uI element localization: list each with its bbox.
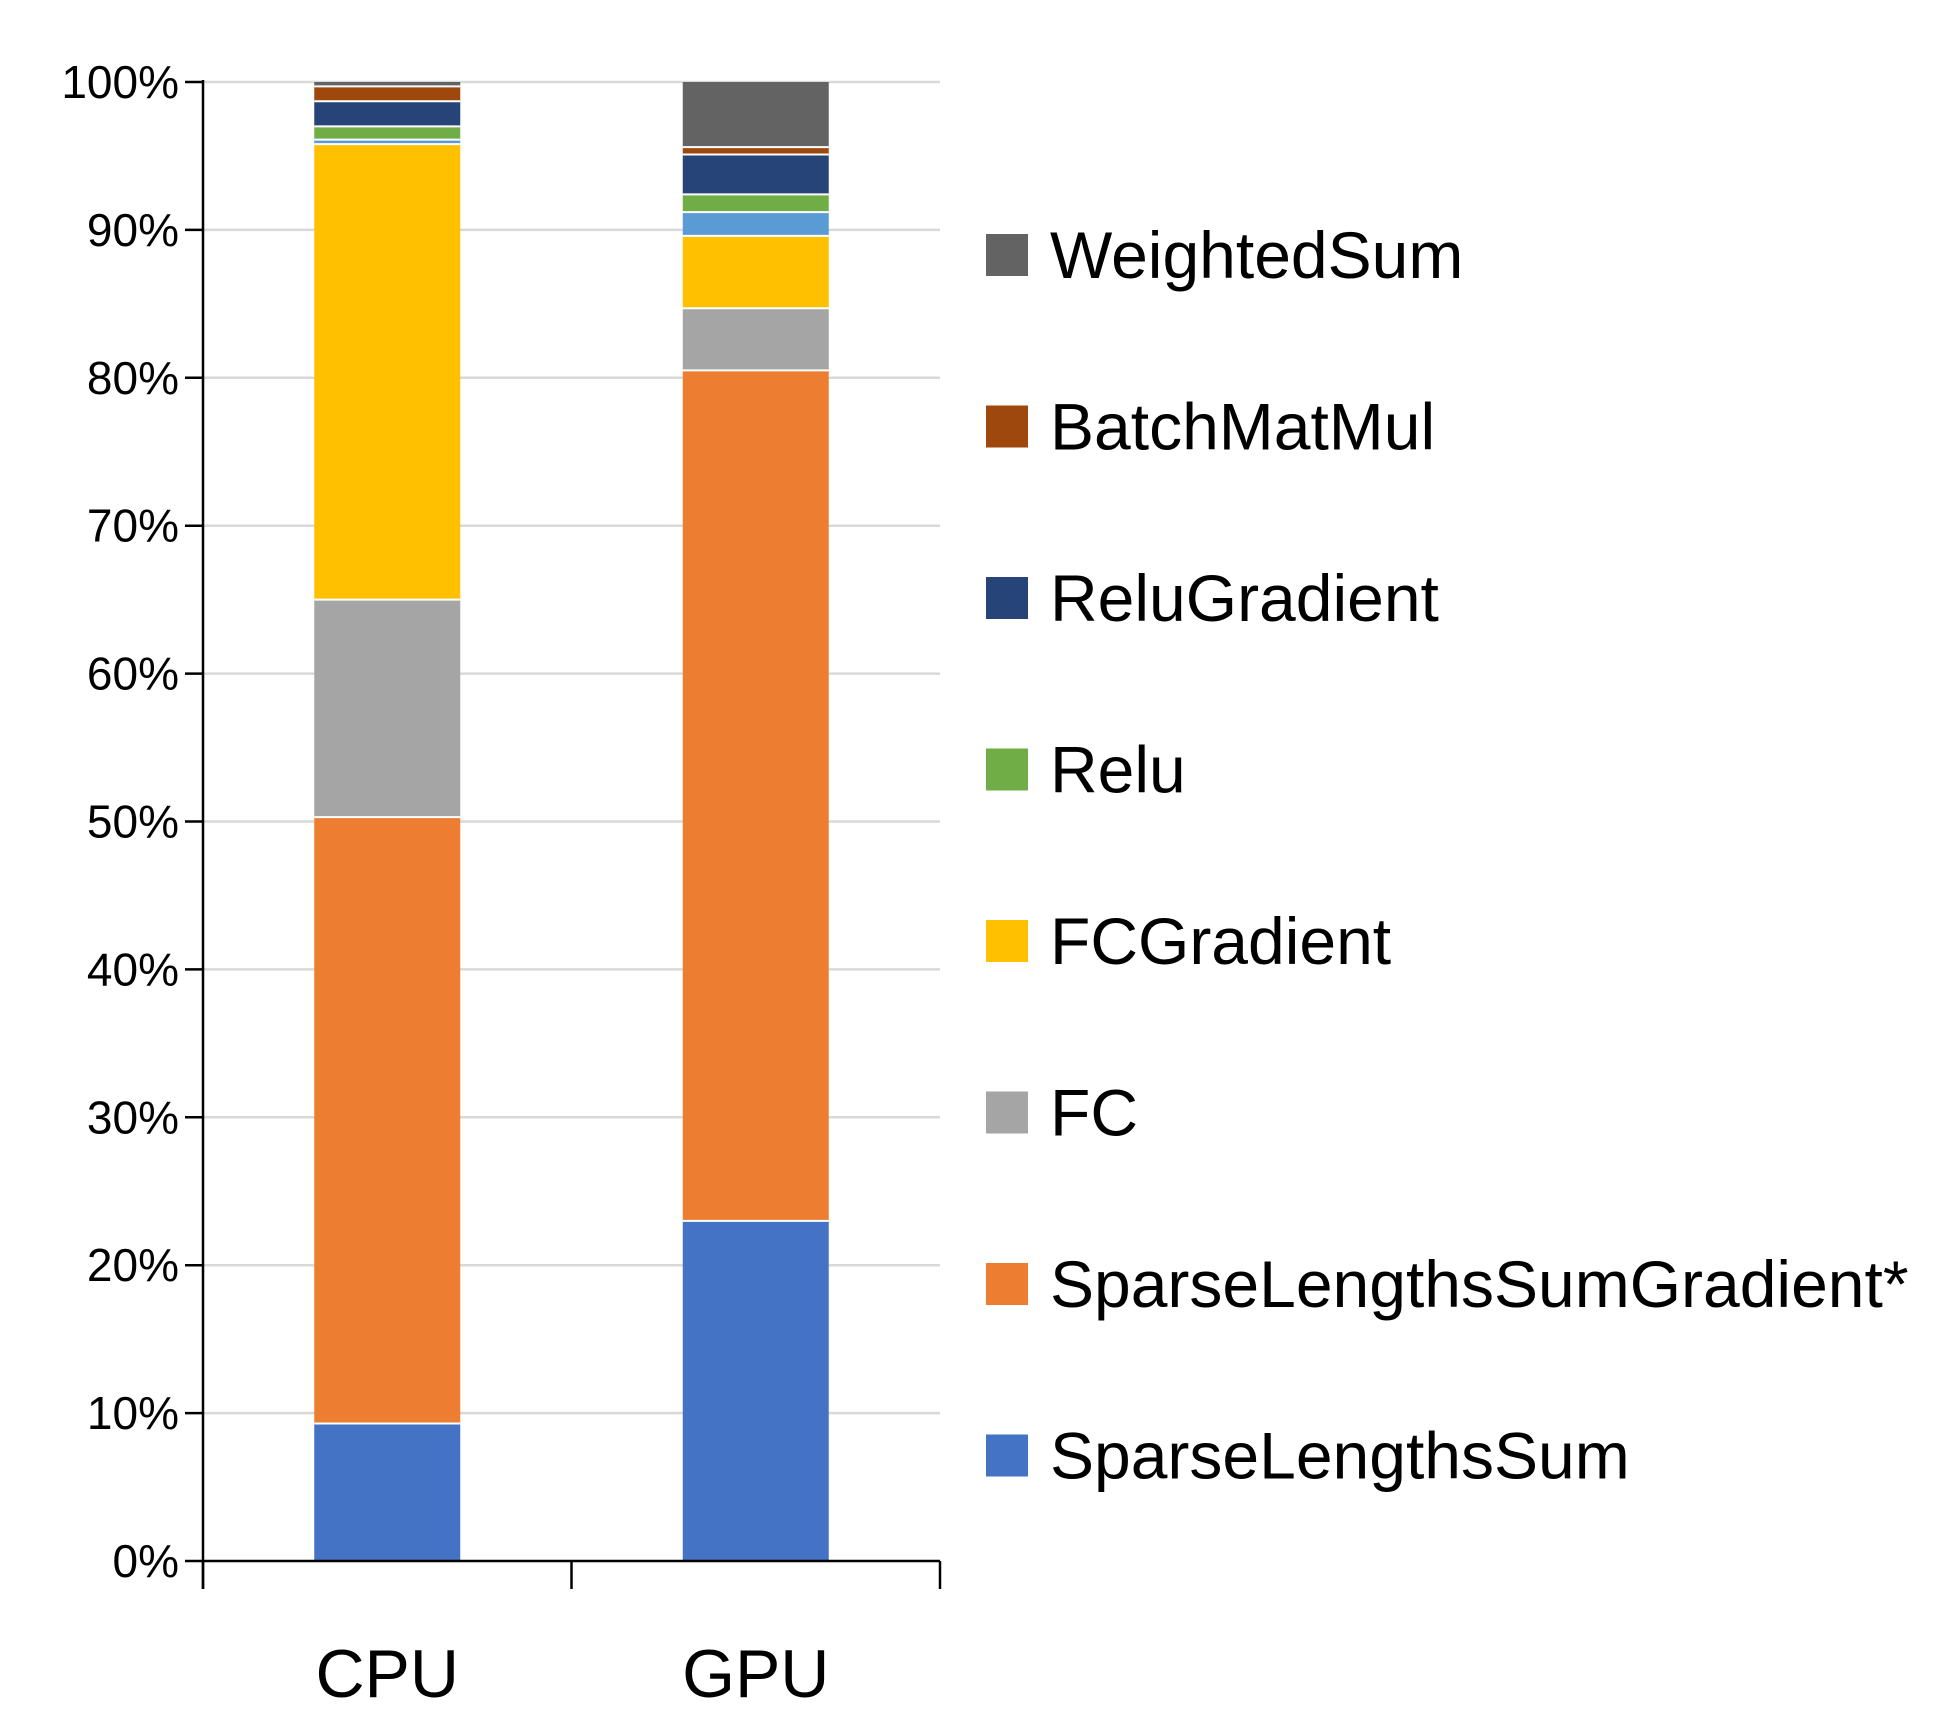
legend-swatch-sparselengthssumgradient [986,1263,1028,1305]
bar-segment-cpu-sparselengthssumgradient [314,817,461,1424]
bar-segment-gpu-weightedsum [682,82,829,148]
legend-swatch-sparselengthssum [986,1434,1028,1477]
bar-segment-cpu-unlabeled [314,139,461,145]
legend-label-fc: FC [1050,1076,1138,1150]
legend-label-sparselengthssumgradient: SparseLengthsSumGradient* [1050,1247,1909,1321]
legend-label-weightedsum: WeightedSum [1050,218,1463,292]
legend-swatch-relu [986,748,1028,791]
bar-segment-gpu-unlabeled [682,212,829,236]
y-tick-label: 40% [87,943,179,995]
y-tick-label: 30% [87,1091,179,1143]
bar-segment-gpu-fc [682,308,829,371]
y-tick-label: 70% [87,500,179,552]
y-tick-label: 50% [87,796,179,848]
y-tick-label: 10% [87,1387,179,1439]
y-tick-label: 100% [61,56,179,108]
y-tick-label: 20% [87,1239,179,1291]
bar-segment-gpu-sparselengthssumgradient [682,370,829,1221]
y-tick-labels: 0% 10% 20% 30% 40% 50% 60% 70% 80% 90% 100% [61,56,179,1587]
gridlines [203,80,940,1415]
legend: WeightedSum BatchMatMul ReluGradient Relu FC… [986,218,1909,1493]
bar-segment-cpu-fc [314,599,461,818]
y-tick-label: 0% [113,1535,179,1587]
bar-segment-gpu-relugradient [682,154,829,195]
legend-label-batchmatmul: BatchMatMul [1050,390,1435,464]
legend-swatch-relugradient [986,577,1028,619]
bar-segment-gpu-sparselengthssum [682,1220,829,1561]
bar-segment-gpu-batchmatmul [682,147,829,155]
bar-segment-cpu-weightedsum [314,82,461,87]
legend-swatch-batchmatmul [986,405,1028,448]
x-category-labels: CPU GPU [315,1636,829,1712]
legend-swatch-fc [986,1091,1028,1134]
bar-segment-cpu-fcgradient [314,144,461,600]
y-tick-label: 80% [87,352,179,404]
bar-segment-cpu-relugradient [314,101,461,127]
legend-label-fcgradient: FCGradient [1050,904,1391,978]
bars [314,82,829,1561]
bar-segment-cpu-relu [314,126,461,140]
y-tick-label: 90% [87,204,179,256]
legend-label-relugradient: ReluGradient [1050,561,1439,635]
y-tick-label: 60% [87,648,179,700]
legend-label-relu: Relu [1050,733,1186,807]
x-category-label-gpu: GPU [682,1636,829,1712]
bar-segment-cpu-sparselengthssum [314,1423,461,1561]
legend-label-sparselengthssum: SparseLengthsSum [1050,1419,1630,1493]
bar-segment-gpu-relu [682,194,829,213]
x-category-label-cpu: CPU [315,1636,459,1712]
bar-segment-cpu-batchmatmul [314,86,461,102]
axes [185,80,942,1589]
bar-segment-gpu-fcgradient [682,235,829,309]
legend-swatch-fcgradient [986,920,1028,962]
legend-swatch-weightedsum [986,234,1028,276]
